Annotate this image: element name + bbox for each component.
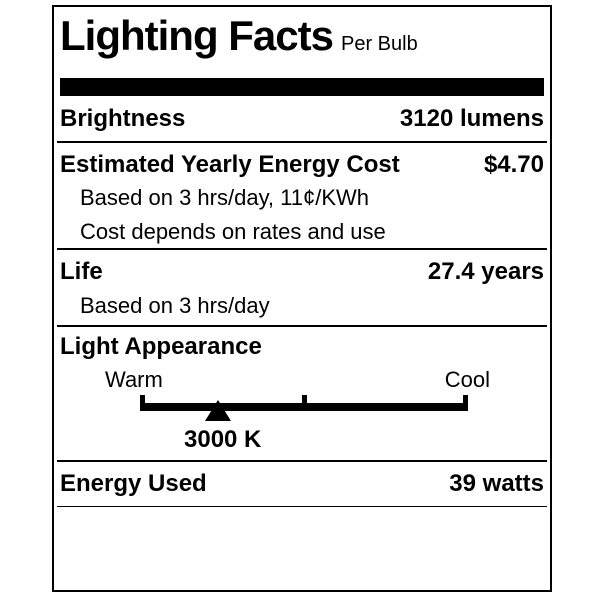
brightness-row: Brightness 3120 lumens bbox=[60, 106, 544, 132]
section-divider bbox=[57, 141, 547, 143]
label-title: Lighting Facts bbox=[60, 12, 334, 59]
cool-label: Cool bbox=[444, 367, 490, 392]
brightness-value: 3120 lumens bbox=[399, 105, 544, 132]
life-value: 27.4 years bbox=[427, 258, 544, 285]
energy-used-row: Energy Used 39 watts bbox=[60, 471, 544, 497]
energy-cost-value: $4.70 bbox=[483, 151, 544, 178]
energy-cost-note-disclaimer: Cost depends on rates and use bbox=[80, 219, 386, 244]
bottom-divider bbox=[57, 506, 547, 507]
header-divider-bar bbox=[60, 78, 544, 96]
section-divider bbox=[57, 325, 547, 327]
light-appearance-row: Light Appearance bbox=[60, 334, 544, 360]
label-header: Lighting Facts Per Bulb bbox=[60, 13, 544, 69]
temperature-scale-labels: Warm Cool bbox=[60, 368, 544, 392]
energy-cost-note-basis: Based on 3 hrs/day, 11¢/KWh bbox=[80, 185, 370, 210]
life-row: Life 27.4 years bbox=[60, 259, 544, 285]
energy-cost-row: Estimated Yearly Energy Cost $4.70 bbox=[60, 152, 544, 178]
scale-bar bbox=[140, 403, 468, 411]
lighting-facts-label: Lighting Facts Per Bulb Brightness 3120 l… bbox=[52, 5, 552, 592]
label-subtitle: Per Bulb bbox=[341, 33, 418, 55]
warm-label: Warm bbox=[105, 367, 163, 392]
kelvin-value: 3000 K bbox=[184, 426, 262, 453]
life-note-basis: Based on 3 hrs/day bbox=[80, 293, 270, 318]
section-divider bbox=[57, 248, 547, 250]
light-appearance-label: Light Appearance bbox=[60, 333, 262, 360]
energy-cost-label: Estimated Yearly Energy Cost bbox=[60, 151, 400, 178]
temperature-marker-icon bbox=[205, 400, 232, 421]
temperature-scale bbox=[140, 395, 468, 425]
energy-used-value: 39 watts bbox=[449, 470, 544, 497]
brightness-label: Brightness bbox=[60, 105, 186, 132]
section-divider bbox=[57, 460, 547, 462]
life-label: Life bbox=[60, 258, 103, 285]
energy-used-label: Energy Used bbox=[60, 470, 207, 497]
